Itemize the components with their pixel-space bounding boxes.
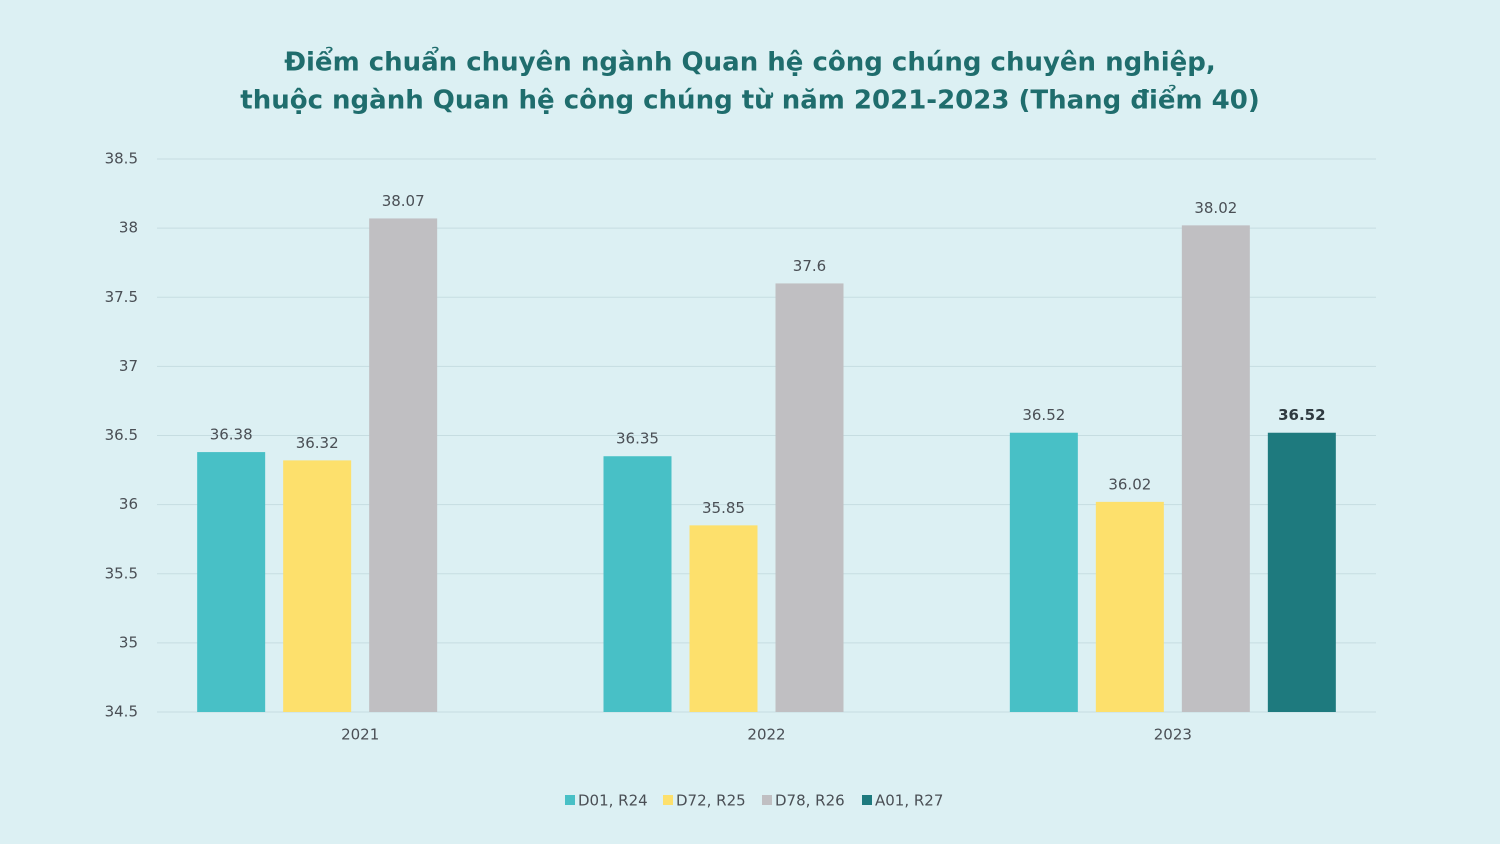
chart-title: Điểm chuẩn chuyên ngành Quan hệ công chú… (284, 45, 1216, 78)
bar (197, 452, 266, 712)
bar (283, 460, 352, 712)
value-label: 36.02 (1108, 475, 1151, 493)
bar (775, 283, 844, 712)
x-tick-label: 2021 (341, 726, 379, 744)
y-tick-label: 36 (119, 495, 138, 513)
value-label: 36.32 (296, 434, 339, 452)
y-tick-label: 38.5 (105, 150, 138, 168)
bar (1095, 501, 1164, 712)
y-tick-label: 35.5 (105, 564, 138, 582)
legend-label: D01, R24 (578, 792, 648, 810)
value-label: 36.52 (1022, 406, 1065, 424)
chart-title: thuộc ngành Quan hệ công chúng từ năm 20… (240, 83, 1259, 116)
x-tick-label: 2022 (747, 726, 785, 744)
bar (369, 218, 438, 712)
bar (1009, 432, 1078, 712)
bar (603, 456, 672, 712)
y-tick-label: 37 (119, 357, 138, 375)
y-tick-label: 38 (119, 219, 138, 237)
legend-label: A01, R27 (875, 792, 943, 810)
legend-swatch (862, 795, 872, 805)
legend-swatch (762, 795, 772, 805)
bar (1181, 225, 1250, 713)
legend-swatch (565, 795, 575, 805)
legend-label: D78, R26 (775, 792, 845, 810)
value-label: 38.07 (382, 192, 425, 210)
value-label: 36.35 (616, 430, 659, 448)
y-tick-label: 34.5 (105, 703, 138, 721)
legend-label: D72, R25 (676, 792, 746, 810)
legend-swatch (663, 795, 673, 805)
value-label: 38.02 (1194, 199, 1237, 217)
y-tick-label: 35 (119, 633, 138, 651)
value-label: 36.38 (210, 426, 253, 444)
x-tick-label: 2023 (1154, 726, 1192, 744)
value-label: 36.52 (1278, 406, 1325, 424)
value-label: 37.6 (793, 257, 826, 275)
bar (689, 525, 758, 712)
value-label: 35.85 (702, 499, 745, 517)
y-tick-label: 37.5 (105, 288, 138, 306)
bar (1267, 432, 1336, 712)
y-tick-label: 36.5 (105, 426, 138, 444)
